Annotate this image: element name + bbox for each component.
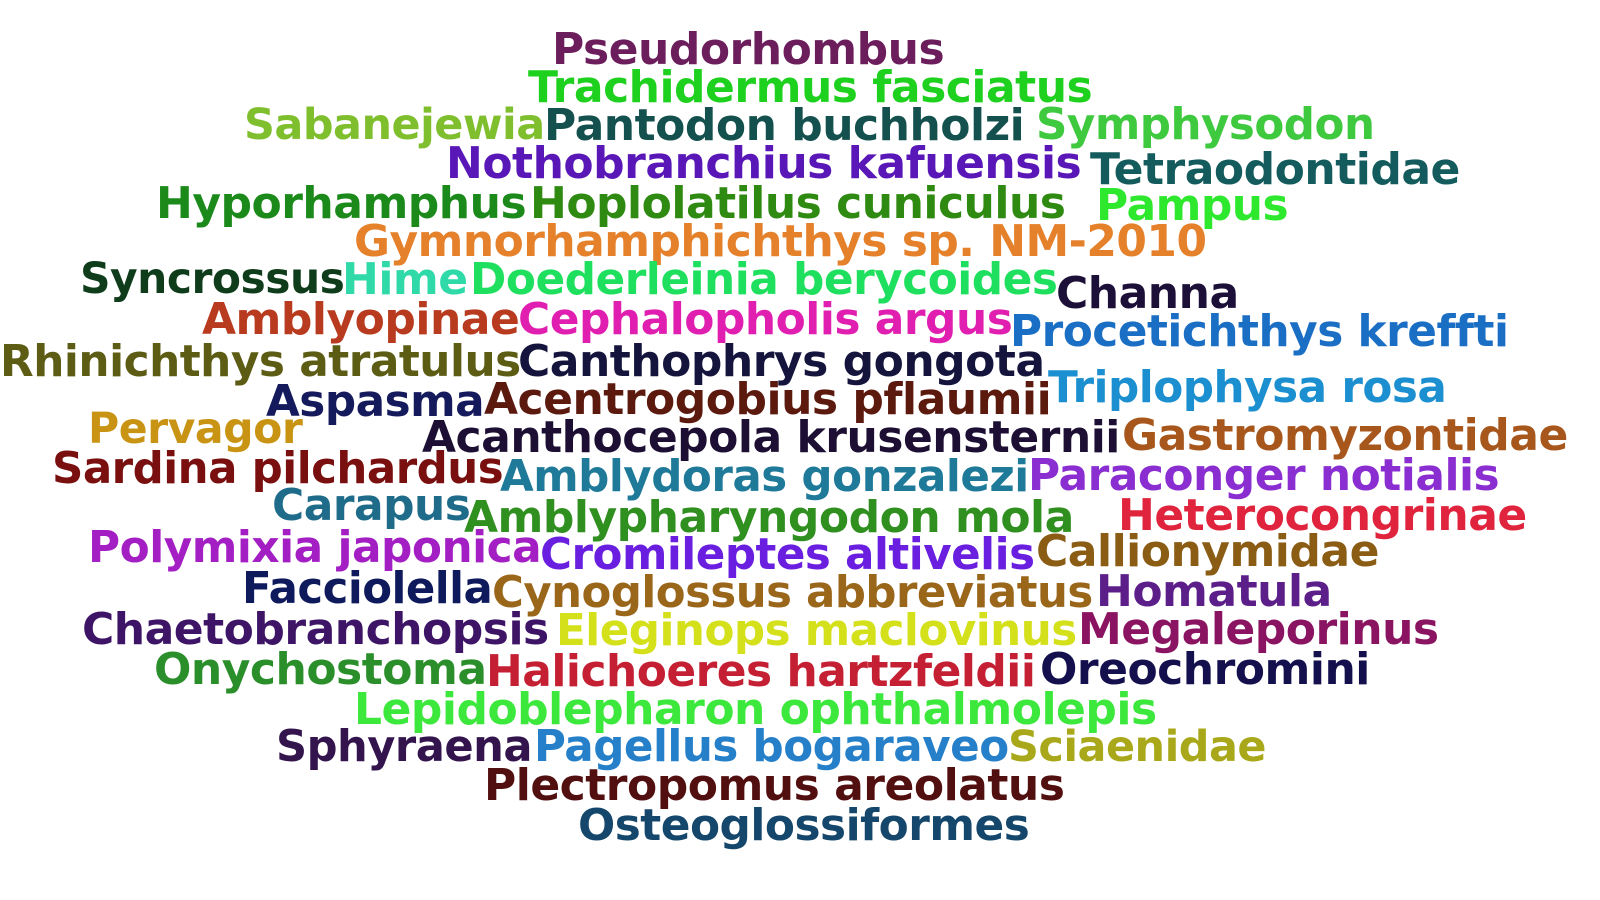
cloud-word: Triplophysa rosa [1048,366,1446,410]
cloud-word: Osteoglossiformes [578,804,1029,848]
cloud-word: Symphysodon [1036,104,1374,148]
cloud-word: Procetichthys kreffti [1010,310,1509,354]
